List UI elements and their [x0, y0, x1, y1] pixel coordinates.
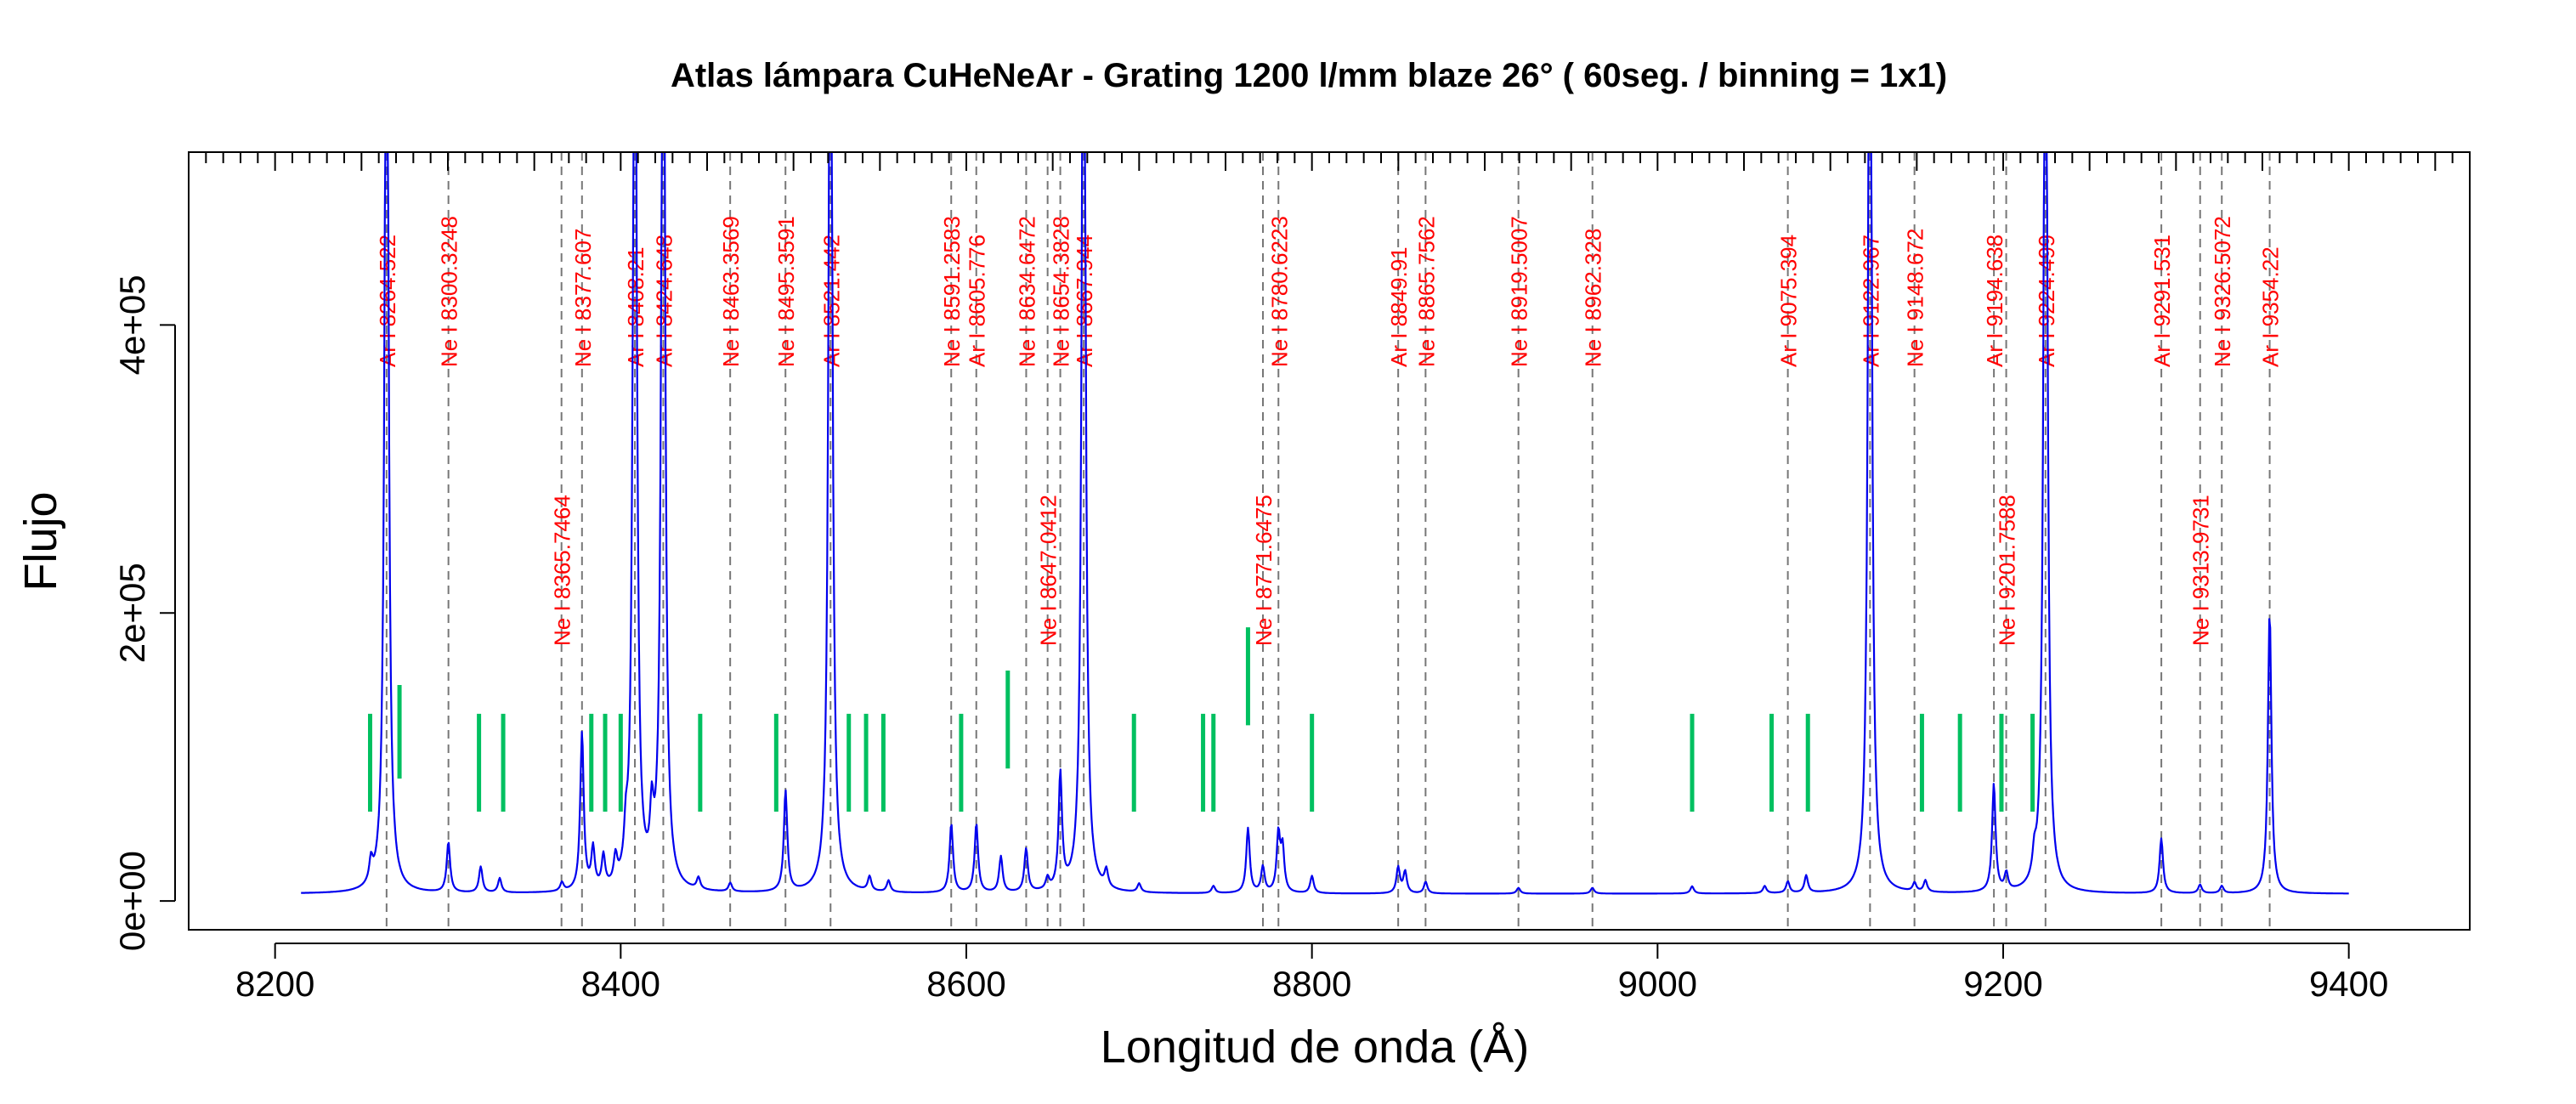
y-tick-label: 4e+05 [112, 275, 152, 375]
line-label: Ne I 8962.328 [1581, 229, 1606, 367]
reference-markers [368, 627, 2035, 812]
spectrum-line [301, 152, 2349, 895]
line-label: Ne I 8647.0412 [1036, 495, 1062, 646]
line-label: Ne I 9326.5072 [2210, 216, 2235, 367]
x-axis: 8200 8400 8600 8800 9000 9200 9400 [235, 943, 2388, 1004]
x-tick-label: 9400 [2309, 964, 2388, 1004]
line-label: Ne I 8919.5007 [1507, 216, 1532, 367]
plot-area [301, 152, 2349, 895]
line-label: Ar I 8264.522 [375, 235, 400, 367]
line-label: Ne I 8634.6472 [1014, 216, 1039, 367]
y-axis: 0e+00 2e+05 4e+05 [112, 275, 176, 951]
plot-frame [188, 151, 2471, 931]
line-label: Ne I 8591.2583 [939, 216, 965, 367]
line-label: Ne I 8780.6223 [1266, 216, 1292, 367]
line-label: Ar I 8605.776 [965, 235, 990, 367]
x-tick-label: 8400 [581, 964, 660, 1004]
line-label: Ne I 8771.6475 [1251, 495, 1277, 646]
x-tick-label: 8200 [235, 964, 314, 1004]
reference-lines: Ar I 8264.522 Ne I 8300.3248 Ne I 8365.746… [375, 152, 2284, 930]
y-axis-label: Flujo [15, 491, 66, 591]
line-label: Ne I 8365.7464 [550, 495, 575, 646]
line-label: Ar I 8408.21 [623, 246, 648, 367]
line-label: Ne I 9148.672 [1903, 229, 1928, 367]
line-label: Ar I 9291.531 [2149, 235, 2175, 367]
x-axis-label: Longitud de onda (Å) [1101, 1022, 1529, 1073]
line-label: Ne I 8654.3828 [1049, 216, 1074, 367]
line-label: Ar I 9354.22 [2258, 246, 2284, 367]
x-tick-label: 8600 [926, 964, 1005, 1004]
y-tick-label: 2e+05 [112, 563, 152, 663]
line-label: Ne I 8495.3591 [773, 216, 799, 367]
line-label: Ne I 9201.7588 [1995, 495, 2020, 646]
line-label: Ne I 8463.3569 [718, 216, 744, 367]
line-label: Ne I 8865.7562 [1413, 216, 1439, 367]
line-label: Ar I 9075.394 [1776, 235, 1802, 367]
line-label: Ne I 9313.9731 [2188, 495, 2214, 646]
line-label: Ar I 9194.638 [1982, 235, 2007, 367]
y-tick-label: 0e+00 [112, 851, 152, 951]
x-tick-label: 9000 [1618, 964, 1697, 1004]
line-label: Ar I 8424.648 [651, 235, 677, 367]
chart-title: Atlas lámpara CuHeNeAr - Grating 1200 l/… [671, 57, 1947, 94]
x-tick-label: 8800 [1272, 964, 1351, 1004]
line-label: Ne I 8300.3248 [437, 216, 462, 367]
line-label: Ar I 8849.91 [1386, 246, 1412, 367]
top-minor-ticks [205, 152, 2454, 171]
line-label: Ne I 8377.607 [570, 229, 596, 367]
x-tick-label: 9200 [1963, 964, 2042, 1004]
line-label: Ar I 9224.499 [2034, 235, 2059, 367]
